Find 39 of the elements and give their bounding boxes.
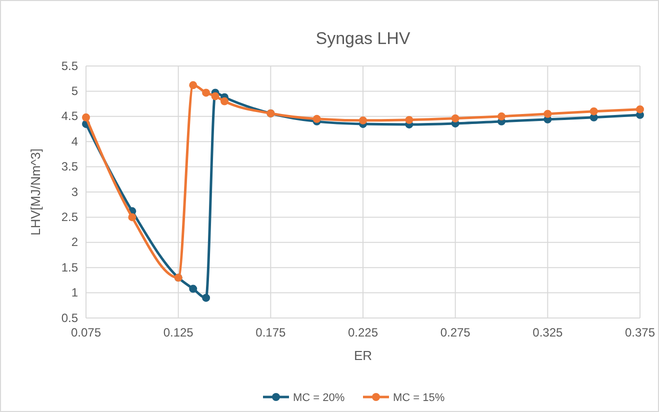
point	[220, 97, 228, 106]
x-tick-label: 0.075	[70, 326, 102, 340]
point	[312, 114, 321, 123]
point	[202, 294, 210, 302]
y-tick-label: 4	[71, 134, 78, 148]
y-tick-label: 3	[71, 184, 78, 199]
x-tick-label: 0.225	[348, 326, 378, 340]
y-tick-label: 1.5	[61, 260, 78, 274]
point	[202, 88, 210, 97]
x-tick-label: 0.175	[256, 326, 286, 340]
y-tick-label: 4.5	[61, 109, 78, 124]
y-tick-label: 0.5	[61, 310, 78, 325]
y-tick-label: 2	[71, 235, 78, 250]
x-tick-label: 0.375	[624, 326, 656, 340]
chart-title: Syngas LHV	[316, 29, 411, 48]
point	[636, 105, 644, 114]
y-tick-label: 3.5	[61, 160, 78, 174]
y-tick-label: 5	[71, 84, 78, 98]
legend-label: MC = 15%	[393, 392, 445, 404]
point	[451, 114, 460, 122]
point	[128, 213, 136, 222]
x-tick-label: 0.325	[532, 326, 564, 340]
legend-label: MC = 20%	[293, 392, 345, 404]
point	[359, 116, 367, 124]
x-tick-label: 0.125	[163, 326, 194, 340]
point	[590, 107, 598, 116]
y-tick-label: 1	[71, 286, 78, 300]
y-tick-label: 5.5	[61, 58, 78, 73]
point	[405, 116, 414, 124]
point	[211, 92, 220, 100]
y-tick-label: 2.5	[61, 210, 78, 224]
point	[189, 284, 198, 293]
y-axis-title: LHV[MJ/Nm^3]	[28, 148, 43, 236]
point	[82, 113, 90, 122]
x-axis-title: ER	[354, 348, 372, 363]
point	[189, 81, 198, 90]
point	[498, 112, 506, 120]
point	[544, 110, 552, 118]
x-tick-label: 0.275	[440, 326, 471, 340]
